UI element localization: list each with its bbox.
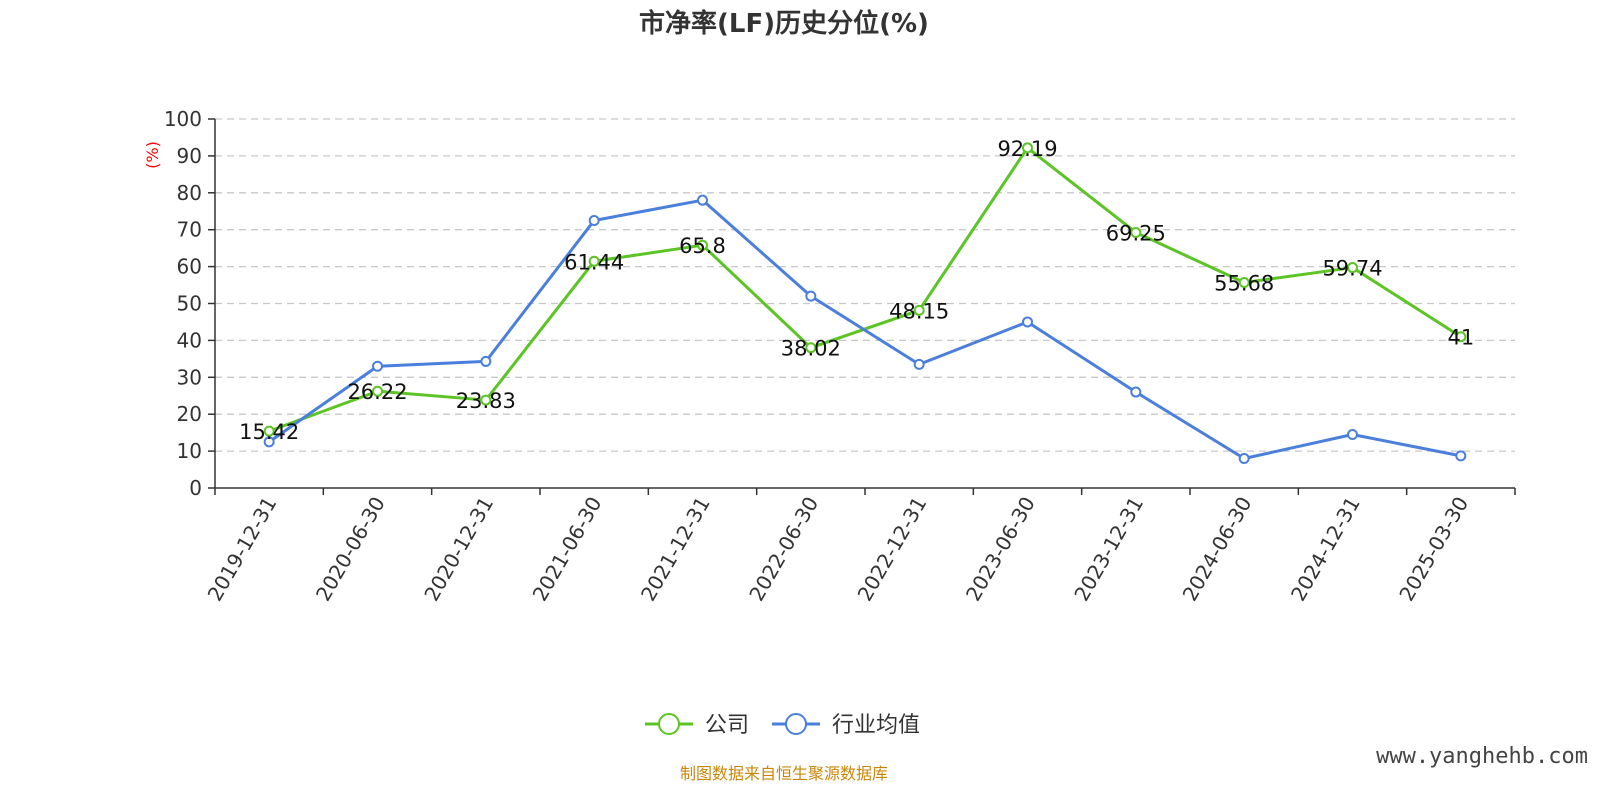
- data-label: 59.74: [1322, 257, 1382, 281]
- x-tick-label: 2020-06-30: [311, 493, 390, 606]
- data-point: [1238, 452, 1250, 464]
- data-point: [913, 304, 925, 316]
- data-point: [588, 214, 600, 226]
- data-label: 41: [1447, 326, 1474, 350]
- legend-label-0: 公司: [705, 713, 749, 738]
- data-point: [1022, 316, 1033, 328]
- data-point: [480, 355, 492, 367]
- data-label: 38.02: [781, 337, 841, 361]
- data-point: [1022, 142, 1033, 154]
- data-label: 65.8: [679, 234, 726, 258]
- y-tick-label: 30: [177, 365, 202, 389]
- x-tick-label: 2020-12-31: [419, 493, 498, 606]
- data-label: 48.15: [889, 299, 949, 323]
- x-tick-label: 2023-06-30: [961, 493, 1040, 606]
- data-point: [1455, 450, 1467, 462]
- data-label: 69.25: [1106, 221, 1166, 245]
- data-point: [263, 436, 275, 448]
- data-label: 92.19: [997, 137, 1057, 161]
- data-point: [805, 342, 817, 354]
- y-tick-label: 60: [177, 255, 202, 279]
- x-tick-label: 2024-12-31: [1286, 493, 1365, 606]
- y-tick-label: 10: [177, 439, 202, 463]
- data-point: [1130, 226, 1142, 238]
- y-tick-label: 20: [177, 402, 202, 426]
- source-note: 制图数据来自恒生聚源数据库: [680, 764, 888, 783]
- x-tick-label: 2019-12-31: [203, 493, 282, 606]
- data-point: [1455, 331, 1467, 343]
- y-tick-label: 0: [189, 476, 202, 500]
- data-point: [913, 358, 925, 370]
- data-label: 55.68: [1214, 272, 1274, 296]
- series-layer: [263, 142, 1467, 464]
- y-tick-label: 70: [177, 218, 202, 242]
- x-tick-label: 2023-12-31: [1069, 493, 1148, 606]
- data-point: [1347, 262, 1358, 274]
- data-point: [697, 194, 708, 206]
- y-axis-label: (%): [143, 141, 162, 169]
- x-tick-label: 2025-03-30: [1394, 493, 1473, 606]
- data-label: 26.22: [347, 380, 407, 404]
- y-tick-label: 80: [177, 181, 202, 205]
- data-label: 23.83: [456, 389, 516, 413]
- legend-label-1: 行业均值: [832, 713, 920, 738]
- grid: [215, 118, 1515, 452]
- series-line-1: [268, 198, 1462, 460]
- data-point: [1238, 277, 1250, 289]
- legend: 公司 行业均值: [645, 713, 920, 738]
- x-tick-label: 2021-12-31: [636, 493, 715, 606]
- x-tick-label: 2022-06-30: [744, 493, 823, 606]
- legend-marker-1: [785, 713, 807, 735]
- series-line-0: [268, 146, 1462, 433]
- chart-title: 市净率(LF)历史分位(%): [639, 8, 929, 39]
- data-point: [1347, 428, 1358, 440]
- data-point: [263, 425, 275, 437]
- data-point: [697, 239, 708, 251]
- data-point: [480, 394, 492, 406]
- data-label: 15.42: [239, 420, 299, 444]
- y-tick-label: 40: [177, 328, 202, 352]
- x-tick-label: 2021-06-30: [528, 493, 607, 606]
- data-label: 61.44: [564, 250, 624, 274]
- y-tick-label: 100: [164, 107, 202, 131]
- data-point: [372, 360, 383, 372]
- data-point: [805, 290, 817, 302]
- legend-marker-0: [658, 713, 680, 735]
- watermark: www.yanghehb.com: [1376, 744, 1588, 769]
- x-tick-label: 2024-06-30: [1178, 493, 1257, 606]
- data-point: [372, 385, 383, 397]
- data-point: [588, 255, 600, 267]
- y-tick-label: 90: [177, 144, 202, 168]
- data-point: [1130, 386, 1142, 398]
- y-tick-label: 50: [177, 292, 202, 316]
- x-tick-label: 2022-12-31: [853, 493, 932, 606]
- data-labels: 15.42 26.22 23.83 61.44 65.8 38.02 48.15 92.19 6…: [239, 137, 1474, 444]
